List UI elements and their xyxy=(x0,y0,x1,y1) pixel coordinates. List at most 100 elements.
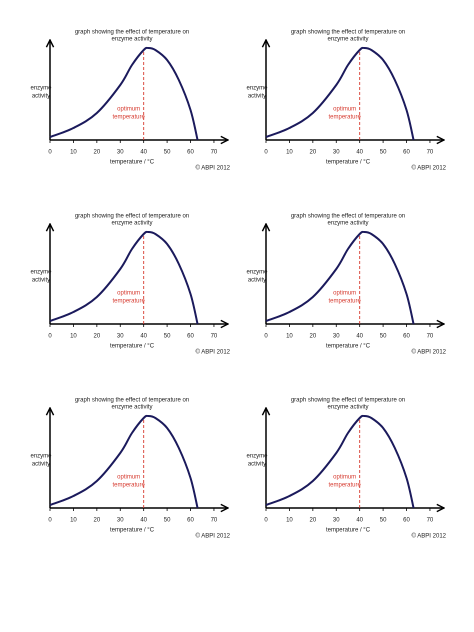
x-tick-label: 20 xyxy=(309,150,316,156)
x-tick-label: 50 xyxy=(380,150,387,156)
curve xyxy=(49,230,199,325)
annotation: optimum xyxy=(117,291,140,297)
x-tick-label: 40 xyxy=(356,334,363,340)
x-tick-label: 40 xyxy=(140,518,147,524)
x-axis-label: temperature / °C xyxy=(110,344,155,350)
y-axis-label: activity xyxy=(32,462,50,468)
x-tick-label: 20 xyxy=(93,150,100,156)
x-tick-label: 50 xyxy=(380,334,387,340)
chart-title: enzyme activity xyxy=(327,405,368,411)
annotation: temperature xyxy=(113,299,146,305)
x-tick-label: 10 xyxy=(70,334,77,340)
x-tick-label: 70 xyxy=(427,518,434,524)
x-axis-label: temperature / °C xyxy=(110,528,155,534)
x-tick-label: 20 xyxy=(93,334,100,340)
x-tick-label: 70 xyxy=(427,150,434,156)
chart-title: graph showing the effect of temperature … xyxy=(291,214,405,220)
x-tick-label: 20 xyxy=(93,518,100,524)
x-tick-label: 0 xyxy=(264,150,268,156)
x-tick-label: 10 xyxy=(286,150,293,156)
annotation: temperature xyxy=(113,115,146,121)
annotation: optimum xyxy=(333,107,356,113)
x-tick-label: 50 xyxy=(164,334,171,340)
annotation: optimum xyxy=(333,475,356,481)
y-axis-label: enzyme xyxy=(30,270,52,276)
x-axis-label: temperature / °C xyxy=(326,160,371,166)
annotation: optimum xyxy=(117,475,140,481)
credit: © ABPI 2012 xyxy=(196,349,231,356)
x-tick-label: 60 xyxy=(187,518,194,524)
x-tick-label: 70 xyxy=(211,150,218,156)
x-tick-label: 50 xyxy=(380,518,387,524)
x-tick-label: 0 xyxy=(48,334,52,340)
chart-title: graph showing the effect of temperature … xyxy=(75,30,189,36)
y-axis-label: activity xyxy=(248,278,266,284)
x-tick-label: 10 xyxy=(70,518,77,524)
credit: © ABPI 2012 xyxy=(196,533,231,540)
chart-title: enzyme activity xyxy=(111,405,152,411)
curve xyxy=(49,46,199,141)
x-tick-label: 50 xyxy=(164,518,171,524)
annotation: temperature xyxy=(329,483,362,489)
chart-title: enzyme activity xyxy=(111,37,152,43)
x-tick-label: 60 xyxy=(403,150,410,156)
chart-title: graph showing the effect of temperature … xyxy=(75,214,189,220)
x-tick-label: 30 xyxy=(117,518,124,524)
chart-title: graph showing the effect of temperature … xyxy=(75,398,189,404)
credit: © ABPI 2012 xyxy=(196,165,231,172)
credit: © ABPI 2012 xyxy=(412,349,447,356)
curve xyxy=(49,414,199,509)
y-axis-label: enzyme xyxy=(246,454,268,460)
y-axis-label: activity xyxy=(248,462,266,468)
y-axis-label: activity xyxy=(248,94,266,100)
x-tick-label: 50 xyxy=(164,150,171,156)
x-tick-label: 40 xyxy=(140,334,147,340)
annotation: optimum xyxy=(333,291,356,297)
x-tick-label: 0 xyxy=(48,150,52,156)
credit: © ABPI 2012 xyxy=(412,533,447,540)
chart-title: graph showing the effect of temperature … xyxy=(291,30,405,36)
x-axis-label: temperature / °C xyxy=(326,528,371,534)
y-axis-label: enzyme xyxy=(246,270,268,276)
annotation: temperature xyxy=(329,299,362,305)
x-axis-label: temperature / °C xyxy=(326,344,371,350)
x-tick-label: 0 xyxy=(264,518,268,524)
y-axis-label: enzyme xyxy=(30,454,52,460)
x-tick-label: 70 xyxy=(211,518,218,524)
x-tick-label: 20 xyxy=(309,334,316,340)
x-tick-label: 10 xyxy=(286,334,293,340)
x-tick-label: 40 xyxy=(356,518,363,524)
annotation: optimum xyxy=(117,107,140,113)
x-axis-label: temperature / °C xyxy=(110,160,155,166)
x-tick-label: 30 xyxy=(333,334,340,340)
annotation: temperature xyxy=(329,115,362,121)
x-tick-label: 0 xyxy=(48,518,52,524)
curve xyxy=(265,230,415,325)
x-tick-label: 30 xyxy=(333,150,340,156)
x-tick-label: 60 xyxy=(187,334,194,340)
chart-title: enzyme activity xyxy=(111,221,152,227)
y-axis-label: enzyme xyxy=(246,86,268,92)
curve xyxy=(265,414,415,509)
credit: © ABPI 2012 xyxy=(412,165,447,172)
annotation: temperature xyxy=(113,483,146,489)
x-tick-label: 70 xyxy=(427,334,434,340)
x-tick-label: 10 xyxy=(286,518,293,524)
x-tick-label: 30 xyxy=(117,334,124,340)
y-axis-label: enzyme xyxy=(30,86,52,92)
x-tick-label: 60 xyxy=(403,518,410,524)
chart-title: graph showing the effect of temperature … xyxy=(291,398,405,404)
x-tick-label: 70 xyxy=(211,334,218,340)
x-tick-label: 0 xyxy=(264,334,268,340)
y-axis-label: activity xyxy=(32,94,50,100)
x-tick-label: 30 xyxy=(333,518,340,524)
curve xyxy=(265,46,415,141)
x-tick-label: 40 xyxy=(356,150,363,156)
chart-title: enzyme activity xyxy=(327,221,368,227)
x-tick-label: 40 xyxy=(140,150,147,156)
chart-title: enzyme activity xyxy=(327,37,368,43)
y-axis-label: activity xyxy=(32,278,50,284)
x-tick-label: 20 xyxy=(309,518,316,524)
x-tick-label: 60 xyxy=(187,150,194,156)
